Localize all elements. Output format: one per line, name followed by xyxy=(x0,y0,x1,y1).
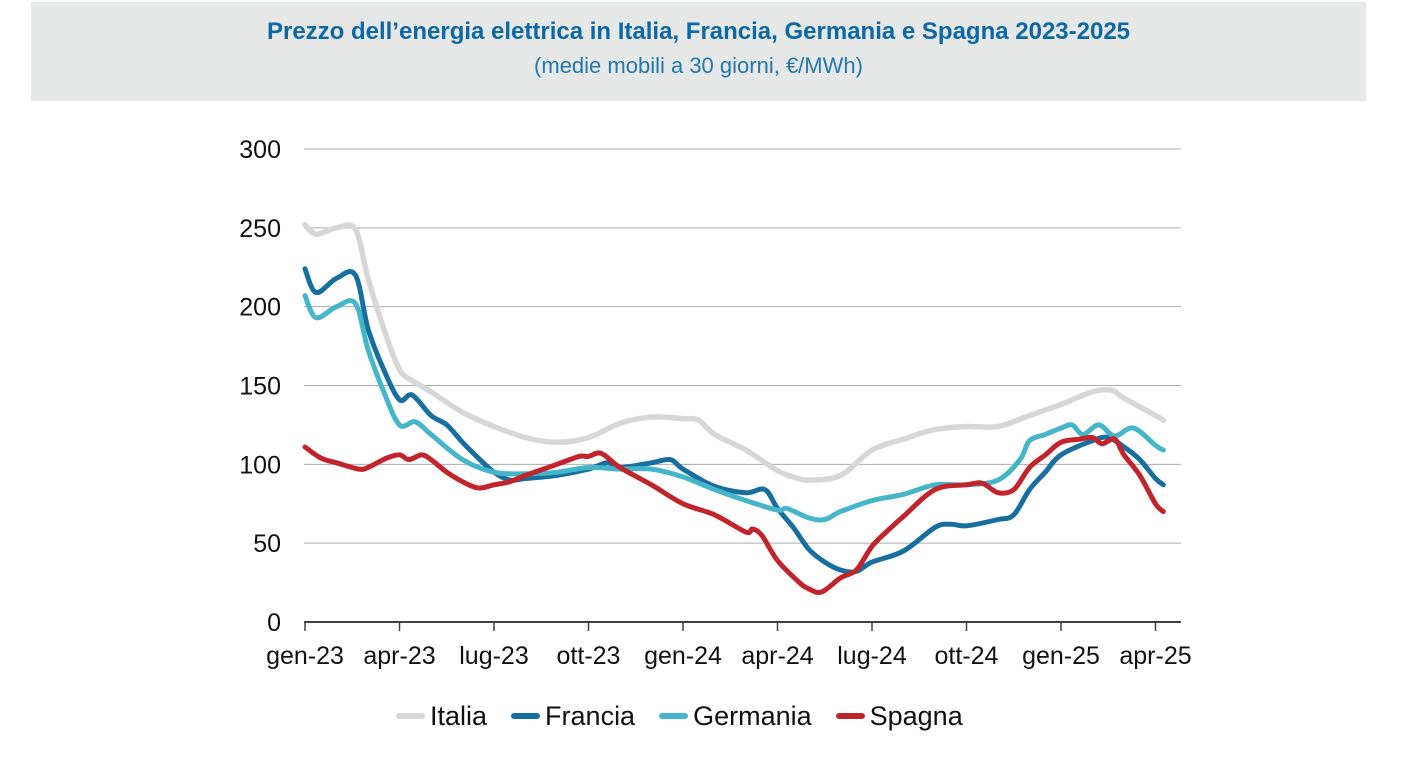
x-axis-tick-label: lug-24 xyxy=(837,642,907,670)
chart-subtitle: (medie mobili a 30 giorni, €/MWh) xyxy=(534,53,863,78)
legend-item-spagna: Spagna xyxy=(835,700,963,732)
x-axis-tick-label: apr-23 xyxy=(363,642,435,670)
legend-item-germania: Germania xyxy=(659,701,812,732)
legend-label-francia: Francia xyxy=(545,700,636,731)
legend-item-francia: Francia xyxy=(511,701,635,732)
y-axis-tick-label: 150 xyxy=(239,373,281,401)
x-axis-tick-label: apr-25 xyxy=(1119,642,1191,670)
legend-swatch-germania xyxy=(659,713,689,719)
y-axis-tick-label: 100 xyxy=(239,451,281,479)
series-line-germania xyxy=(302,293,1166,523)
legend-label-spagna: Spagna xyxy=(869,700,963,731)
legend-label-italia: Italia xyxy=(430,700,488,731)
x-axis-tick-label: ott-24 xyxy=(935,642,999,670)
x-axis-tick-label: gen-24 xyxy=(644,642,722,670)
chart-header: Prezzo dell’energia elettrica in Italia,… xyxy=(31,2,1366,101)
x-axis-tick-label: apr-24 xyxy=(741,642,813,670)
y-axis-tick-label: 250 xyxy=(239,215,281,243)
chart-legend: Italia Francia Germania Spagna xyxy=(396,698,963,734)
y-axis-tick-label: 50 xyxy=(253,530,281,558)
legend-item-italia: Italia xyxy=(396,701,487,732)
x-axis-tick-label: gen-23 xyxy=(266,642,344,670)
legend-swatch-italia xyxy=(396,713,425,719)
legend-swatch-spagna xyxy=(835,713,865,719)
legend-label-germania: Germania xyxy=(693,700,812,731)
series-line-francia xyxy=(302,266,1166,575)
y-axis-tick-label: 200 xyxy=(239,294,281,322)
x-axis-tick-label: lug-23 xyxy=(459,642,529,670)
y-axis-tick-label: 0 xyxy=(267,609,281,637)
legend-swatch-francia xyxy=(511,713,541,719)
series-line-spagna xyxy=(302,434,1166,596)
chart-title: Prezzo dell’energia elettrica in Italia,… xyxy=(266,18,1131,45)
series-line-italia xyxy=(302,221,1167,483)
x-axis-tick-label: gen-25 xyxy=(1022,642,1100,670)
x-axis-tick-label: ott-23 xyxy=(557,642,621,670)
y-axis-tick-label: 300 xyxy=(239,136,281,164)
